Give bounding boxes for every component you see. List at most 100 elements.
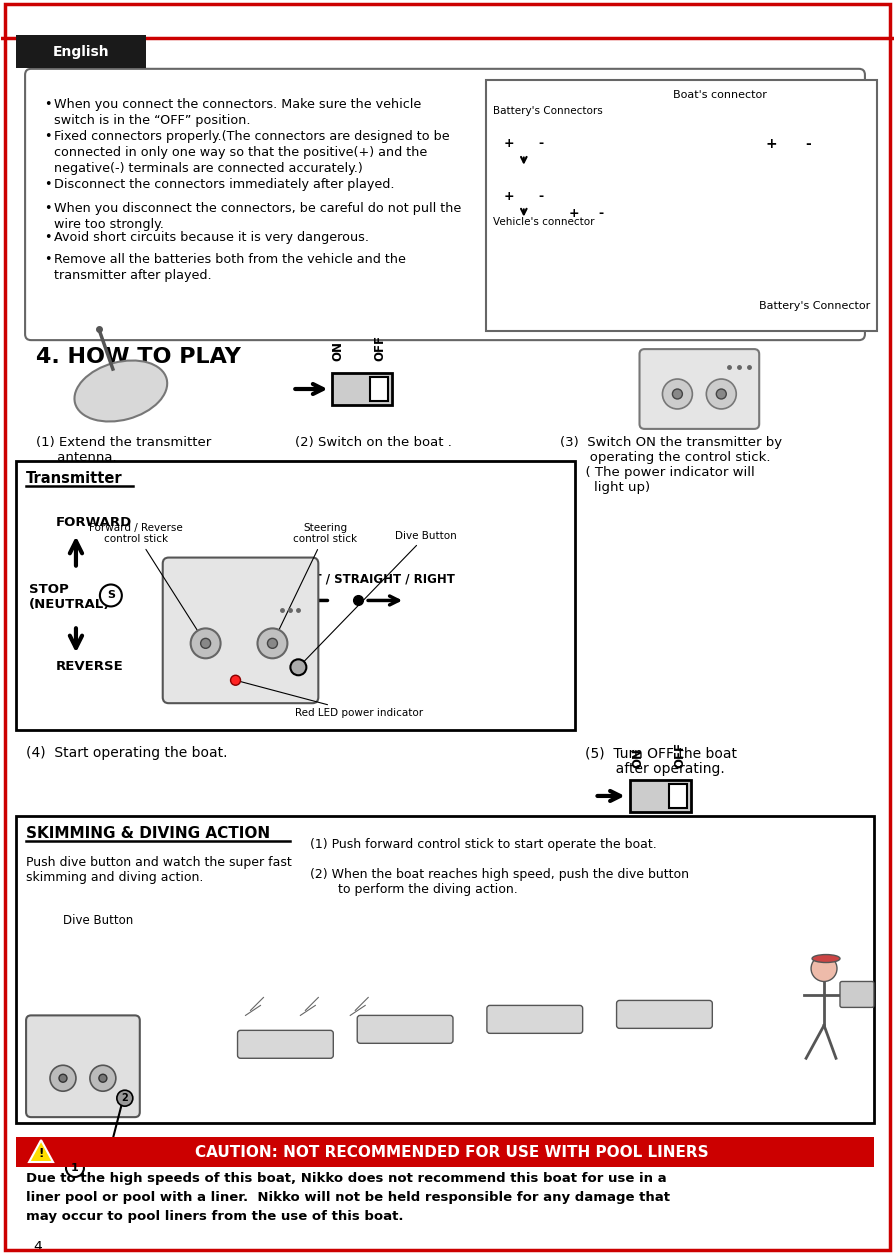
Text: wire too strongly.: wire too strongly. bbox=[54, 219, 164, 231]
Text: Battery's Connectors: Battery's Connectors bbox=[493, 106, 602, 116]
Text: ON: ON bbox=[332, 341, 344, 361]
FancyBboxPatch shape bbox=[486, 1006, 582, 1033]
Bar bbox=[497, 186, 520, 209]
Text: •: • bbox=[44, 129, 52, 142]
Text: Fixed connectors properly.(The connectors are designed to be: Fixed connectors properly.(The connector… bbox=[54, 129, 449, 142]
FancyBboxPatch shape bbox=[639, 349, 758, 429]
Bar bbox=[370, 377, 388, 401]
FancyBboxPatch shape bbox=[790, 127, 824, 161]
Bar bbox=[562, 202, 585, 225]
Text: Dive Button: Dive Button bbox=[300, 530, 456, 665]
Text: Boat's connector: Boat's connector bbox=[672, 89, 766, 99]
Text: •: • bbox=[44, 177, 52, 191]
FancyBboxPatch shape bbox=[485, 79, 876, 331]
Circle shape bbox=[671, 388, 681, 398]
Text: Push dive button and watch the super fast
skimming and diving action.: Push dive button and watch the super fas… bbox=[26, 856, 291, 884]
Text: FORWARD: FORWARD bbox=[56, 515, 132, 529]
Text: Battery's Connector: Battery's Connector bbox=[758, 302, 869, 312]
Text: OFF: OFF bbox=[672, 742, 685, 768]
Text: Steering
control stick: Steering control stick bbox=[274, 523, 357, 641]
Text: +: + bbox=[503, 190, 513, 202]
Text: When you connect the connectors. Make sure the vehicle: When you connect the connectors. Make su… bbox=[54, 98, 421, 111]
Text: 1: 1 bbox=[71, 1163, 79, 1173]
Text: •: • bbox=[44, 254, 52, 266]
Text: Due to the high speeds of this boat, Nikko does not recommend this boat for use : Due to the high speeds of this boat, Nik… bbox=[26, 1172, 670, 1223]
Circle shape bbox=[290, 660, 306, 675]
Circle shape bbox=[50, 1065, 76, 1091]
Text: CAUTION: NOT RECOMMENDED FOR USE WITH POOL LINERS: CAUTION: NOT RECOMMENDED FOR USE WITH PO… bbox=[195, 1145, 708, 1159]
Text: ON: ON bbox=[630, 748, 644, 768]
Text: (1) Push forward control stick to start operate the boat.: (1) Push forward control stick to start … bbox=[310, 838, 656, 851]
Text: LEFT / STRAIGHT / RIGHT: LEFT / STRAIGHT / RIGHT bbox=[290, 572, 455, 586]
Circle shape bbox=[715, 388, 725, 398]
Text: REVERSE: REVERSE bbox=[56, 660, 123, 674]
Bar bbox=[669, 784, 687, 808]
FancyBboxPatch shape bbox=[25, 69, 864, 341]
Text: -: - bbox=[805, 137, 810, 151]
Text: (1) Extend the transmitter
     antenna.: (1) Extend the transmitter antenna. bbox=[36, 436, 211, 464]
Bar bbox=[332, 373, 392, 405]
Text: (3)  Switch ON the transmitter by
       operating the control stick.
      ( Th: (3) Switch ON the transmitter by operati… bbox=[559, 436, 781, 494]
Bar bbox=[628, 781, 690, 812]
Text: Vehicle's connector: Vehicle's connector bbox=[493, 217, 594, 228]
Text: negative(-) terminals are connected accurately.): negative(-) terminals are connected accu… bbox=[54, 162, 362, 175]
Circle shape bbox=[267, 639, 277, 649]
Text: •: • bbox=[44, 98, 52, 111]
Text: Dive Button: Dive Button bbox=[63, 914, 133, 926]
FancyBboxPatch shape bbox=[16, 461, 574, 730]
Text: 2: 2 bbox=[122, 1094, 128, 1104]
Text: SKIMMING & DIVING ACTION: SKIMMING & DIVING ACTION bbox=[26, 826, 270, 841]
FancyBboxPatch shape bbox=[26, 1016, 139, 1117]
Text: Transmitter: Transmitter bbox=[26, 471, 122, 485]
FancyBboxPatch shape bbox=[16, 35, 146, 68]
Circle shape bbox=[89, 1065, 115, 1091]
Circle shape bbox=[190, 628, 220, 659]
Text: -: - bbox=[597, 207, 603, 220]
FancyBboxPatch shape bbox=[839, 982, 873, 1007]
Bar bbox=[16, 1138, 873, 1166]
Text: +: + bbox=[764, 137, 776, 151]
Text: (2) Switch on the boat .: (2) Switch on the boat . bbox=[295, 436, 451, 449]
Text: switch is in the “OFF” position.: switch is in the “OFF” position. bbox=[54, 113, 250, 127]
Text: (4)  Start operating the boat.: (4) Start operating the boat. bbox=[26, 747, 227, 760]
Circle shape bbox=[66, 1159, 84, 1177]
Text: -: - bbox=[537, 190, 543, 202]
Text: OFF: OFF bbox=[374, 336, 386, 361]
Text: STOP
(NEUTRAL): STOP (NEUTRAL) bbox=[29, 582, 110, 611]
Text: 4: 4 bbox=[33, 1239, 42, 1253]
Text: (5)  Turn OFF the boat
       after operating.: (5) Turn OFF the boat after operating. bbox=[584, 747, 736, 777]
FancyBboxPatch shape bbox=[16, 816, 873, 1123]
Text: -: - bbox=[537, 137, 543, 150]
Circle shape bbox=[705, 380, 736, 409]
Text: 4. HOW TO PLAY: 4. HOW TO PLAY bbox=[36, 347, 240, 367]
Circle shape bbox=[59, 1075, 67, 1082]
FancyBboxPatch shape bbox=[163, 558, 318, 703]
Circle shape bbox=[117, 1090, 132, 1106]
Text: •: • bbox=[44, 231, 52, 244]
Text: transmitter after played.: transmitter after played. bbox=[54, 269, 211, 283]
Ellipse shape bbox=[74, 361, 167, 421]
Circle shape bbox=[257, 628, 287, 659]
Circle shape bbox=[662, 380, 692, 409]
Text: Avoid short circuits because it is very dangerous.: Avoid short circuits because it is very … bbox=[54, 231, 368, 244]
Text: +: + bbox=[568, 207, 578, 220]
Text: Disconnect the connectors immediately after played.: Disconnect the connectors immediately af… bbox=[54, 177, 394, 191]
Bar bbox=[497, 133, 520, 156]
Text: •: • bbox=[44, 202, 52, 215]
Text: S: S bbox=[106, 591, 114, 601]
Text: Red LED power indicator: Red LED power indicator bbox=[238, 681, 423, 718]
Ellipse shape bbox=[811, 954, 839, 963]
Bar bbox=[589, 202, 611, 225]
Bar bbox=[529, 133, 552, 156]
Text: connected in only one way so that the positive(+) and the: connected in only one way so that the po… bbox=[54, 146, 426, 158]
FancyBboxPatch shape bbox=[616, 1001, 712, 1028]
FancyBboxPatch shape bbox=[237, 1031, 333, 1058]
Circle shape bbox=[98, 1075, 106, 1082]
Circle shape bbox=[100, 585, 122, 606]
Circle shape bbox=[810, 955, 836, 982]
Circle shape bbox=[231, 675, 240, 685]
Text: Remove all the batteries both from the vehicle and the: Remove all the batteries both from the v… bbox=[54, 254, 406, 266]
Text: +: + bbox=[503, 137, 513, 150]
Text: Forward / Reverse
control stick: Forward / Reverse control stick bbox=[89, 523, 204, 641]
FancyBboxPatch shape bbox=[357, 1016, 452, 1043]
